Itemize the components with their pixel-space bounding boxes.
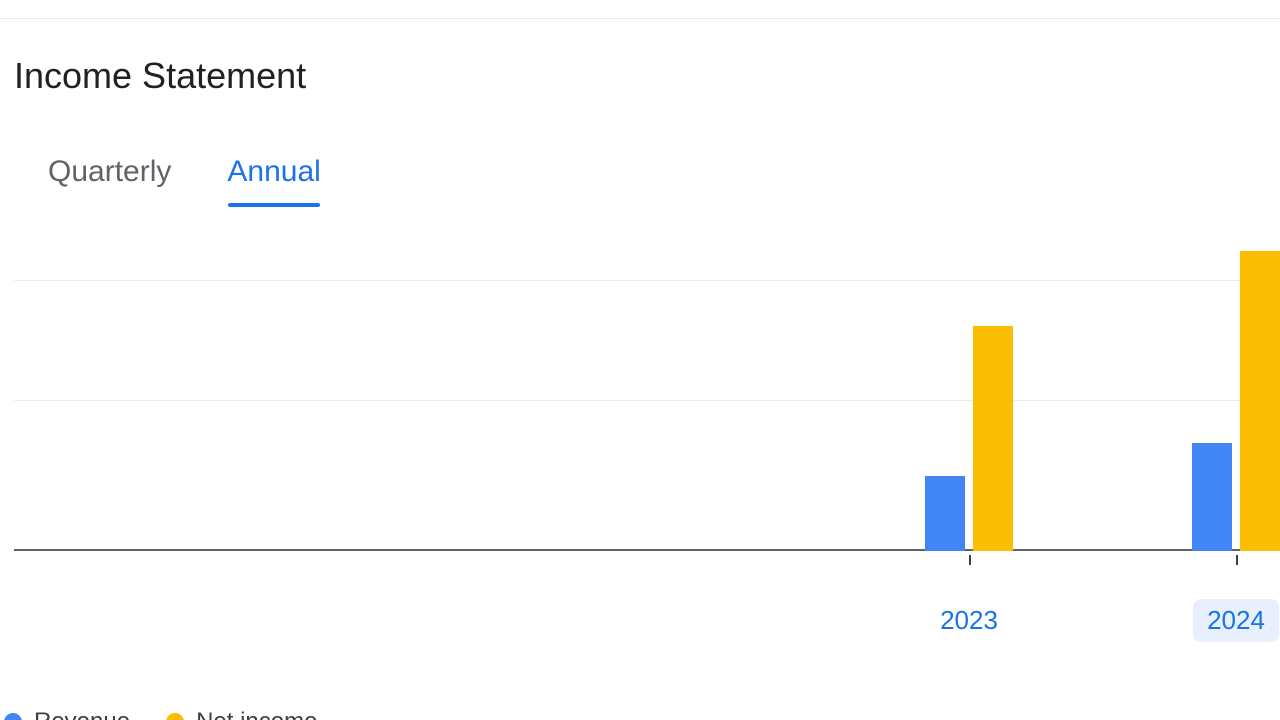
bar-revenue-2023[interactable] — [925, 476, 965, 551]
legend-item-net_income[interactable]: Net income — [166, 708, 317, 720]
bar-revenue-2024[interactable] — [1192, 443, 1232, 551]
bar-group-2024[interactable] — [1192, 251, 1280, 551]
income-statement-panel: Income Statement Quarterly Annual 202320… — [0, 18, 1280, 720]
tab-quarterly[interactable]: Quarterly — [48, 155, 171, 199]
gridline — [14, 400, 1280, 401]
x-label-2023[interactable]: 2023 — [926, 599, 1012, 642]
tab-annual[interactable]: Annual — [227, 155, 320, 199]
period-tabs: Quarterly Annual — [48, 155, 1280, 199]
chart-legend: Revenue Net income — [4, 708, 317, 720]
legend-dot-icon — [166, 713, 184, 720]
x-tick — [1236, 555, 1238, 565]
bar-net_income-2023[interactable] — [973, 326, 1013, 551]
bar-net_income-2024[interactable] — [1240, 251, 1280, 551]
x-axis-labels: 2023 2024 — [14, 551, 1280, 651]
x-label-2024[interactable]: 2024 — [1193, 599, 1279, 642]
legend-label: Net income — [196, 708, 317, 720]
chart-plot-area — [14, 251, 1280, 551]
x-tick — [969, 555, 971, 565]
legend-dot-icon — [4, 713, 22, 720]
bar-group-2023[interactable] — [925, 326, 1013, 551]
income-chart — [14, 251, 1280, 551]
panel-title: Income Statement — [14, 55, 1280, 97]
gridline — [14, 280, 1280, 281]
legend-label: Revenue — [34, 708, 130, 720]
legend-item-revenue[interactable]: Revenue — [4, 708, 130, 720]
